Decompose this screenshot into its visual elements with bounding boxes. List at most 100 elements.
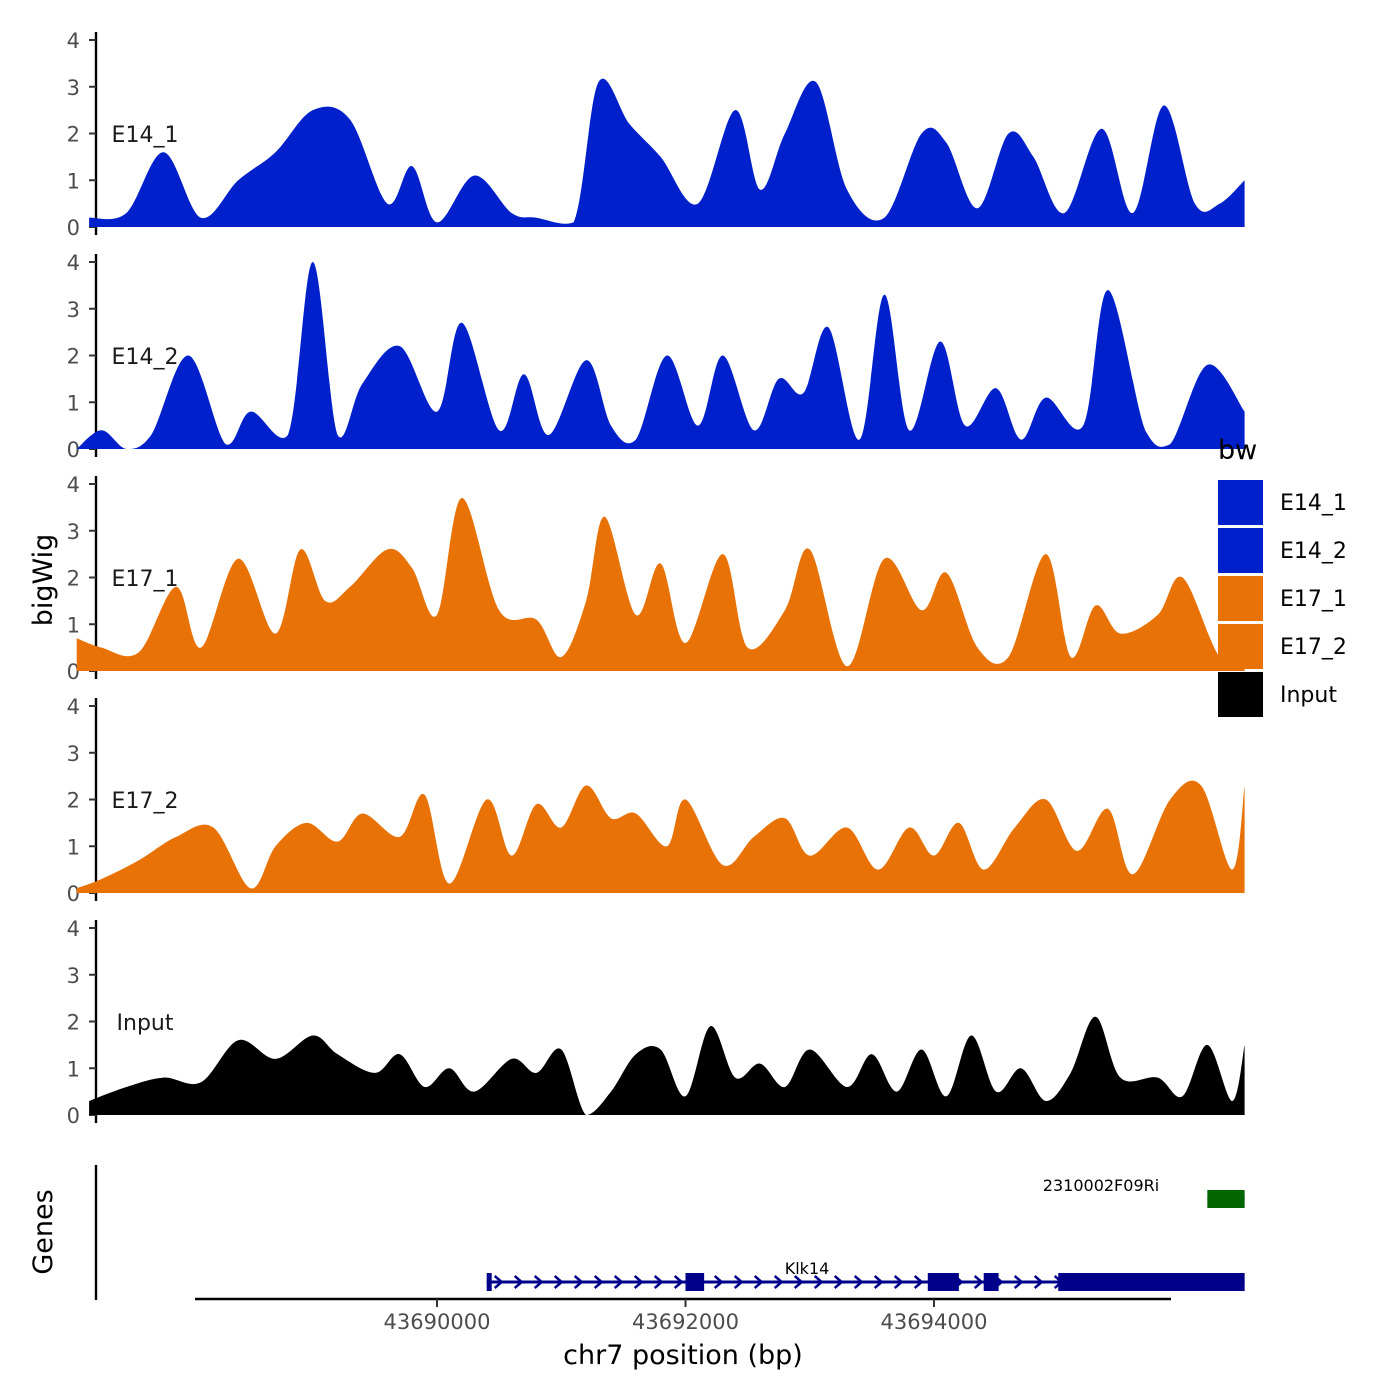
y-tick-label: 0 <box>67 660 80 684</box>
y-tick-label: 1 <box>67 613 80 637</box>
gene-exon <box>927 1273 959 1291</box>
legend-label: E17_1 <box>1280 587 1347 612</box>
y-tick-label: 1 <box>67 1057 80 1081</box>
strand-chevron <box>593 1275 604 1289</box>
gene-models: 2310002F09Ri Klk14 <box>486 1176 1245 1291</box>
gene-exon <box>486 1273 492 1291</box>
strand-chevron <box>833 1275 844 1289</box>
strand-chevron <box>493 1275 504 1289</box>
track-label: E14_1 <box>112 123 179 148</box>
y-tick-label: 2 <box>67 789 80 813</box>
y-tick-label: 2 <box>67 567 80 591</box>
gene-exon <box>1207 1190 1245 1208</box>
gene-klk14: Klk14 <box>486 1259 1245 1291</box>
legend-label: E17_2 <box>1280 635 1347 660</box>
y-tick-label: 4 <box>67 917 80 941</box>
y-tick-label: 1 <box>67 169 80 193</box>
strand-chevron <box>553 1275 564 1289</box>
legend: bw E14_1 E14_2 E17_1 E17_2 Input <box>1218 435 1347 717</box>
legend-item-e14-2: E14_2 <box>1218 528 1347 573</box>
legend-item-e14-1: E14_1 <box>1218 480 1347 525</box>
gene-2310002f09ri: 2310002F09Ri <box>1043 1176 1245 1208</box>
gene-exon <box>1058 1273 1245 1291</box>
x-tick-label: 43694000 <box>881 1310 988 1334</box>
gene-exon <box>685 1273 705 1291</box>
y-tick-label: 1 <box>67 835 80 859</box>
y-tick-label: 2 <box>67 123 80 147</box>
genes-axis-title: Genes <box>28 1189 59 1274</box>
strand-chevron <box>853 1275 864 1289</box>
strand-chevron <box>673 1275 684 1289</box>
y-tick-label: 0 <box>67 438 80 462</box>
strand-chevron <box>1013 1275 1024 1289</box>
track-label: E17_1 <box>112 567 179 592</box>
strand-chevron <box>753 1275 764 1289</box>
gene-label: Klk14 <box>785 1259 830 1278</box>
track-label: E17_2 <box>112 789 179 814</box>
legend-swatch <box>1218 480 1263 525</box>
strand-chevron <box>973 1275 984 1289</box>
y-tick-label: 3 <box>67 76 80 100</box>
legend-title: bw <box>1218 435 1257 466</box>
legend-swatch <box>1218 624 1263 669</box>
legend-label: E14_2 <box>1280 539 1347 564</box>
y-tick-label: 1 <box>67 391 80 415</box>
strand-chevron <box>653 1275 664 1289</box>
x-tick-label: 43692000 <box>632 1310 739 1334</box>
strand-chevron <box>913 1275 924 1289</box>
strand-chevron <box>793 1275 804 1289</box>
y-tick-label: 0 <box>67 882 80 906</box>
y-tick-label: 3 <box>67 298 80 322</box>
y-tick-label: 4 <box>67 29 80 53</box>
y-axis-title: bigWig <box>28 534 59 627</box>
signal-area <box>89 1016 1245 1115</box>
strand-chevron <box>773 1275 784 1289</box>
strand-chevron <box>613 1275 624 1289</box>
legend-item-input: Input <box>1218 672 1337 717</box>
legend-swatch <box>1218 528 1263 573</box>
strand-chevron <box>1033 1275 1044 1289</box>
legend-label: E14_1 <box>1280 491 1347 516</box>
y-tick-label: 4 <box>67 251 80 275</box>
strand-chevron <box>713 1275 724 1289</box>
track-e14-1: 0 1 2 3 4 E14_1 <box>67 29 1245 240</box>
strand-chevron <box>533 1275 544 1289</box>
legend-item-e17-1: E17_1 <box>1218 576 1347 621</box>
strand-chevron <box>873 1275 884 1289</box>
track-e17-2: 0 1 2 3 4 E17_2 <box>67 695 1245 906</box>
signal-area <box>76 262 1245 449</box>
x-axis-title: chr7 position (bp) <box>563 1340 803 1371</box>
gene-exon <box>983 1273 999 1291</box>
y-tick-label: 4 <box>67 473 80 497</box>
signal-area <box>76 780 1245 893</box>
track-input: 0 1 2 3 4 Input <box>67 917 1245 1128</box>
signal-area <box>89 78 1245 227</box>
legend-label: Input <box>1280 683 1337 708</box>
strand-chevron <box>813 1275 824 1289</box>
y-tick-label: 0 <box>67 1104 80 1128</box>
genes-panel: Genes 2310002F09Ri Klk14 <box>28 1165 1245 1300</box>
track-e14-2: 0 1 2 3 4 E14_2 <box>67 251 1245 462</box>
strand-chevron <box>633 1275 644 1289</box>
y-tick-label: 3 <box>67 964 80 988</box>
signal-tracks: 0 1 2 3 4 E14_1 0 1 2 3 4 E14_2 0 1 2 3 4 E17_1 0 1 2 3 4 E17_2… <box>67 29 1245 1128</box>
legend-swatch <box>1218 576 1263 621</box>
legend-swatch <box>1218 672 1263 717</box>
y-tick-label: 2 <box>67 345 80 369</box>
y-tick-label: 2 <box>67 1011 80 1035</box>
x-tick-label: 43690000 <box>384 1310 491 1334</box>
strand-chevron <box>733 1275 744 1289</box>
x-ticks: 43690000 43692000 43694000 <box>384 1299 988 1334</box>
y-tick-label: 3 <box>67 742 80 766</box>
gene-label: 2310002F09Ri <box>1043 1176 1159 1195</box>
y-tick-label: 0 <box>67 216 80 240</box>
legend-items: E14_1 E14_2 E17_1 E17_2 Input <box>1218 480 1347 717</box>
strand-chevron <box>573 1275 584 1289</box>
y-tick-label: 3 <box>67 520 80 544</box>
strand-chevron <box>893 1275 904 1289</box>
legend-item-e17-2: E17_2 <box>1218 624 1347 669</box>
track-label: E14_2 <box>112 345 179 370</box>
track-label: Input <box>117 1011 174 1036</box>
y-tick-label: 4 <box>67 695 80 719</box>
